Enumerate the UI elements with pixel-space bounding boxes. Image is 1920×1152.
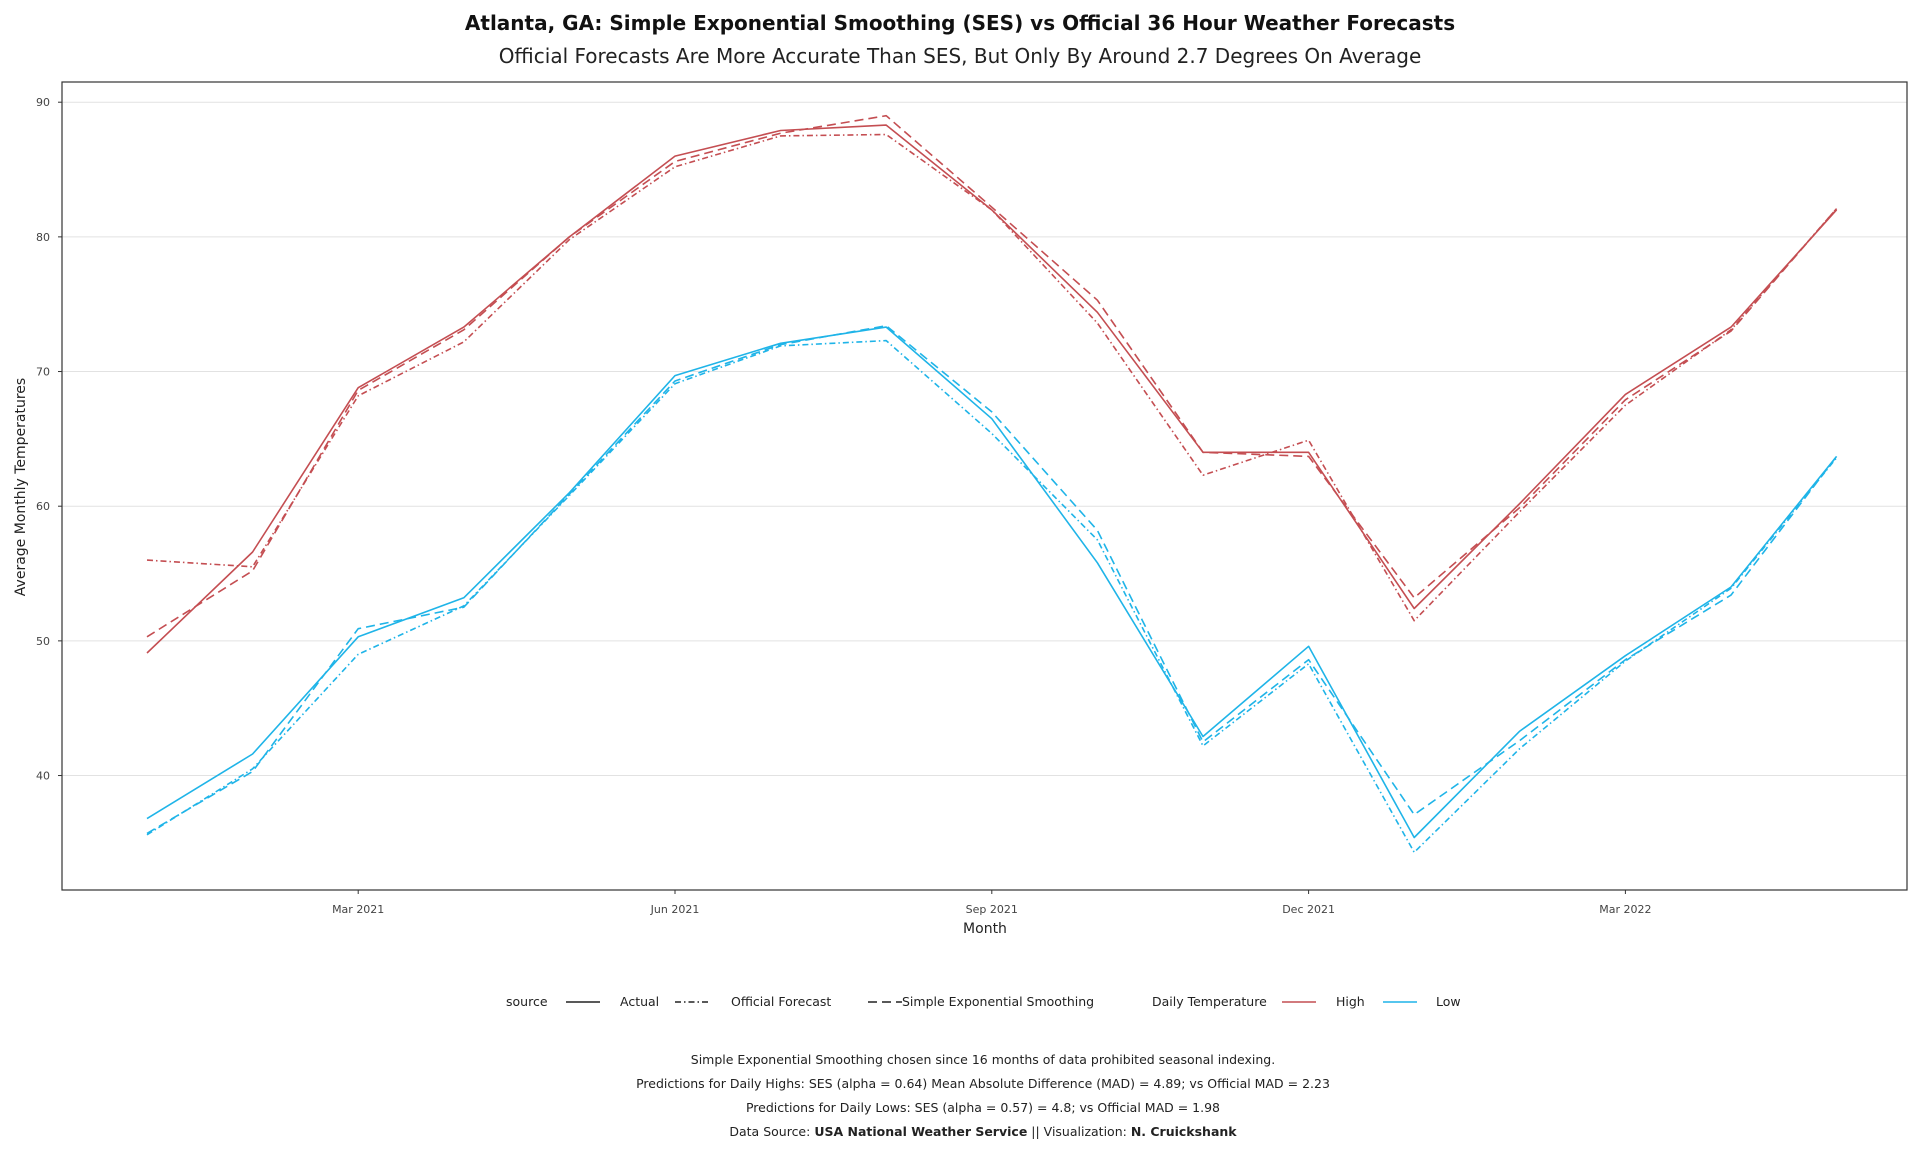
caption-source-prefix: Data Source: bbox=[729, 1124, 814, 1139]
caption-line-2: Predictions for Daily Highs: SES (alpha … bbox=[636, 1076, 1330, 1091]
x-tick-label: Dec 2021 bbox=[1282, 903, 1335, 916]
series-line-low-official-forecast bbox=[146, 339, 1838, 854]
legend-item-low: Low bbox=[1436, 994, 1461, 1009]
y-tick-label: 40 bbox=[36, 770, 50, 783]
x-tick-label: Mar 2021 bbox=[332, 903, 384, 916]
y-tick-label: 80 bbox=[36, 231, 50, 244]
series-line-low-simple-exponential-smoothing bbox=[146, 324, 1838, 835]
y-tick-label: 50 bbox=[36, 635, 50, 648]
y-tick-label: 70 bbox=[36, 366, 50, 379]
caption-source-name: USA National Weather Service bbox=[814, 1124, 1027, 1139]
caption-line-4: Data Source: USA National Weather Servic… bbox=[729, 1124, 1237, 1139]
legend-item-actual: Actual bbox=[620, 994, 659, 1009]
caption-line-3: Predictions for Daily Lows: SES (alpha =… bbox=[746, 1100, 1220, 1115]
x-tick-label: Jun 2021 bbox=[650, 903, 700, 916]
caption-author: N. Cruickshank bbox=[1131, 1124, 1237, 1139]
legend-source-title: source bbox=[506, 994, 548, 1009]
x-tick-label: Sep 2021 bbox=[966, 903, 1018, 916]
legend-item-high: High bbox=[1336, 994, 1365, 1009]
caption: Simple Exponential Smoothing chosen sinc… bbox=[636, 1052, 1330, 1139]
x-axis-ticks: Mar 2021 Jun 2021 Sep 2021 Dec 2021 Mar 2022 bbox=[332, 890, 1652, 916]
series-line-high-simple-exponential-smoothing bbox=[146, 114, 1838, 638]
y-axis-ticks: 40 50 60 70 80 90 bbox=[36, 96, 62, 783]
legend-item-ses: Simple Exponential Smoothing bbox=[902, 994, 1094, 1009]
caption-line-1: Simple Exponential Smoothing chosen sinc… bbox=[691, 1052, 1275, 1067]
plot-panel-border bbox=[61, 81, 1908, 891]
y-axis-title: Average Monthly Temperatures bbox=[13, 378, 29, 596]
series-line-low-actual bbox=[146, 326, 1838, 839]
x-axis-title: Month bbox=[963, 921, 1007, 937]
series-line-high-actual bbox=[146, 124, 1838, 654]
y-tick-label: 60 bbox=[36, 500, 50, 513]
legend-temperature-title: Daily Temperature bbox=[1152, 994, 1267, 1009]
chart-subtitle: Official Forecasts Are More Accurate Tha… bbox=[499, 44, 1422, 68]
gridlines bbox=[62, 101, 1907, 777]
legend: source Actual Official Forecast Simple E… bbox=[506, 994, 1461, 1009]
y-tick-label: 90 bbox=[36, 96, 50, 109]
legend-item-official-forecast: Official Forecast bbox=[731, 994, 831, 1009]
caption-source-separator: || Visualization: bbox=[1027, 1124, 1131, 1139]
series-line-high-official-forecast bbox=[146, 133, 1838, 622]
series-lines bbox=[146, 114, 1838, 854]
x-tick-label: Mar 2022 bbox=[1599, 903, 1651, 916]
chart-title: Atlanta, GA: Simple Exponential Smoothin… bbox=[465, 11, 1455, 35]
